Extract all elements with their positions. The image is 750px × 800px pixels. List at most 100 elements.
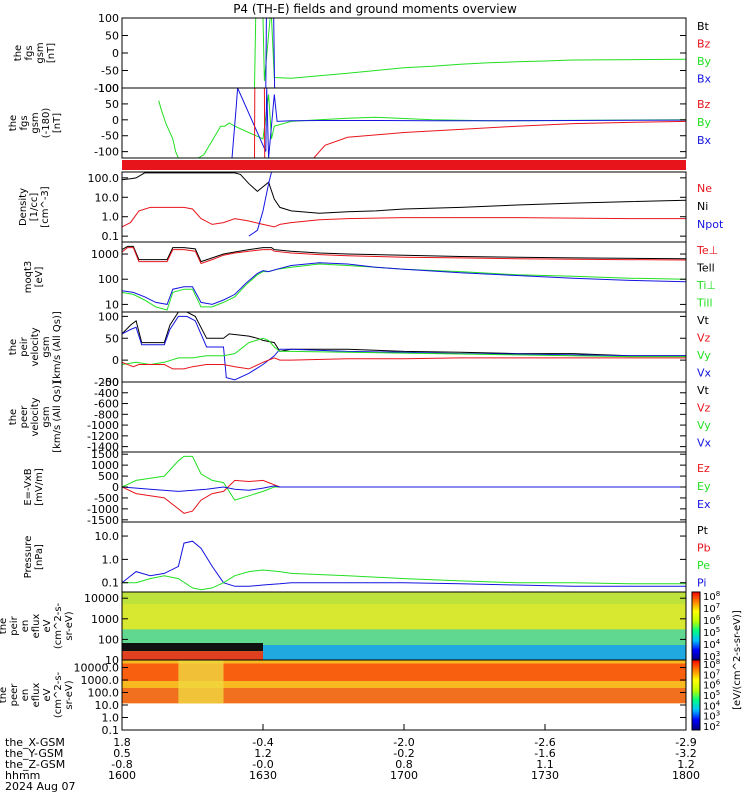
panel-p3: 100.0 10.0 1.0 0.1 Density [1/cc] [cm^-3] Ne Ni N…: [18, 171, 724, 243]
legend-By: By: [697, 55, 712, 68]
y-tick-label: 0.1: [102, 724, 120, 737]
y-axis-label: [eV]: [34, 267, 45, 288]
y-tick-label: 100: [98, 310, 119, 323]
panel-p2: 100 50 0 -50 -100 the fgs gsm (-180) [nT] Bz By Bx: [8, 82, 712, 159]
y-axis-label: moqt3: [23, 261, 34, 294]
y-tick-label: 100.0: [88, 687, 120, 700]
y-axis-label: en: [20, 689, 31, 702]
y-tick-label: 0.1: [102, 230, 120, 243]
series-Pe: [122, 569, 686, 591]
y-tick-label: -1200: [87, 430, 119, 443]
y-axis-label: eV: [42, 688, 53, 701]
legend-Pi: Pi: [697, 577, 706, 590]
y-tick-label: 1500: [91, 448, 119, 461]
legend-Bx: Bx: [697, 73, 712, 86]
x-row-value: 1600: [108, 769, 136, 782]
y-tick-label: 1000: [91, 248, 119, 261]
axes-frame: [121, 87, 687, 159]
spectrogram-band: [122, 629, 686, 647]
y-axis-label: velocity: [30, 327, 41, 366]
y-tick-label: -200: [94, 376, 119, 389]
y-tick-label: 1000: [91, 613, 119, 626]
legend-By: By: [697, 116, 712, 129]
separator-bar: [122, 160, 686, 170]
y-tick-label: 0: [112, 47, 119, 60]
series-group-p5: [122, 312, 686, 381]
spectrogram-band: [122, 688, 686, 704]
y-tick-label: 500: [98, 470, 119, 483]
y-tick-label: 50: [105, 332, 119, 345]
x-row-value: 1800: [672, 769, 700, 782]
series-Pi: [122, 540, 686, 587]
legend-Ey: Ey: [697, 480, 711, 493]
legend-Tell: Tell: [696, 262, 715, 275]
y-axis-label: peir: [9, 615, 20, 635]
y-tick-label: 10.0: [95, 699, 120, 712]
y-axis-label: eflux: [31, 683, 42, 708]
y-tick-label: 0: [112, 114, 119, 127]
colorbar-label: [eV/(cm^2-s-sr-eV)]: [732, 610, 743, 710]
x-row-value: 0.5: [113, 747, 131, 760]
y-tick-label: -100: [94, 146, 119, 159]
y-axis-label: peir: [19, 336, 30, 356]
series-Tell: [122, 245, 686, 263]
x-row-value: -2.6: [534, 736, 555, 749]
spectrogram-band: [122, 592, 686, 605]
x-row-value: 1.2: [677, 758, 695, 771]
y-axis-label: Density: [18, 188, 29, 226]
series-group-p7: [122, 455, 686, 514]
y-tick-label: 1.0: [102, 211, 120, 224]
legend-Pt: Pt: [697, 524, 709, 537]
legend-Vt: Vt: [697, 314, 710, 327]
y-tick-label: 50: [105, 30, 119, 43]
y-axis-label: eV: [42, 619, 53, 632]
y-tick-label: -600: [94, 398, 119, 411]
series-group-p2: [158, 88, 686, 158]
y-axis-label: (cm^2-s-: [53, 602, 64, 649]
y-tick-label: -1000: [87, 419, 119, 432]
y-tick-label: 10: [105, 298, 119, 311]
y-tick-label: -500: [94, 492, 119, 505]
series-Vy: [122, 337, 686, 366]
x-row-value: -0.0: [252, 758, 273, 771]
y-tick-label: -50: [101, 65, 119, 78]
x-row-value: -0.2: [393, 747, 414, 760]
y-axis-label: the: [8, 115, 19, 131]
y-axis-label: [nT]: [46, 43, 57, 63]
y-axis-label: [1/cc]: [29, 193, 40, 222]
series-Te⊥: [122, 247, 686, 265]
y-tick-label: 10.0: [95, 530, 120, 543]
y-axis-label: the: [8, 339, 19, 355]
series-Ey: [122, 455, 686, 501]
series-Ex: [122, 485, 686, 492]
y-tick-label: -100: [94, 82, 119, 95]
y-axis-label: [cm^-3]: [40, 186, 51, 227]
y-axis-label: the: [8, 409, 19, 425]
y-tick-label: -1000: [87, 503, 119, 516]
y-axis-label: [km/s (All Qs)]: [52, 311, 63, 383]
legend-Till: Till: [696, 297, 713, 310]
series-Ti⊥: [122, 262, 686, 305]
y-tick-label: 0: [112, 354, 119, 367]
legend-Vt: Vt: [697, 384, 710, 397]
spectrogram-band: [263, 645, 686, 660]
legend-Pe: Pe: [697, 559, 710, 572]
x-row-value: 1.1: [536, 758, 554, 771]
panel-p4: 1000 100 10 moqt3 [eV] Te⊥ Tell Ti⊥ Till: [23, 241, 718, 313]
y-axis-label: eflux: [31, 614, 42, 639]
y-axis-label: the: [13, 45, 24, 61]
y-tick-label: 100: [98, 633, 119, 646]
series-group-p3: [122, 172, 686, 237]
spectrogram-band: [122, 663, 686, 681]
y-tick-label: 100: [98, 273, 119, 286]
y-axis-label: the: [0, 687, 9, 703]
series-Ni: [122, 172, 686, 214]
series-Vx: [122, 315, 686, 381]
y-tick-label: 50: [105, 98, 119, 111]
legend-Bx: Bx: [697, 134, 712, 147]
series-Bz: [254, 88, 686, 158]
x-row-value: 1700: [390, 769, 418, 782]
